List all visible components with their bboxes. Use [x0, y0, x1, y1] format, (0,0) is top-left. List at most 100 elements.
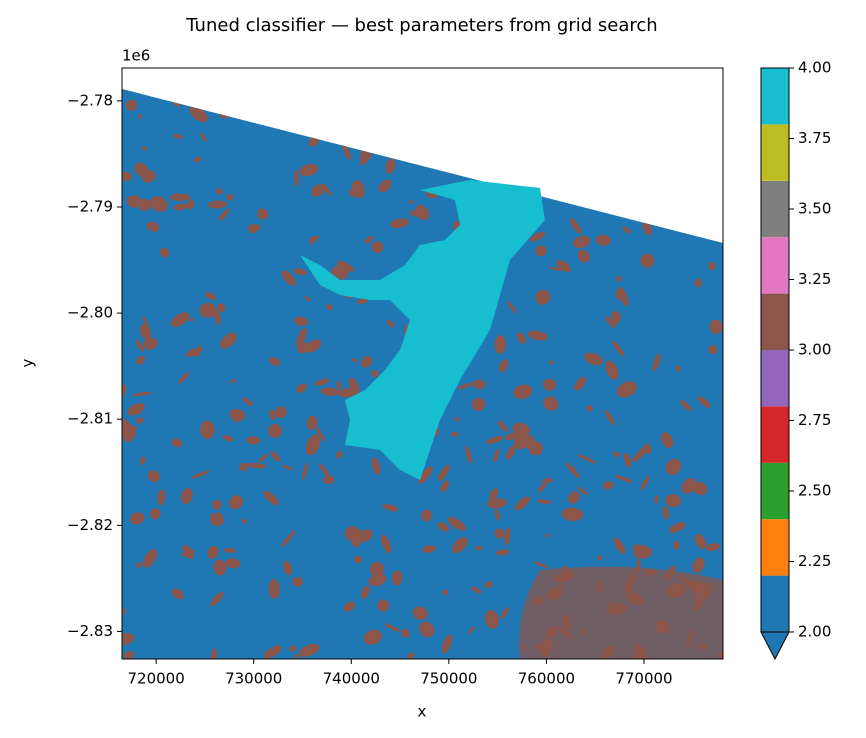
raster-patch [219, 332, 237, 349]
raster-patch [174, 89, 186, 95]
raster-patch [299, 163, 319, 177]
raster-patch [612, 340, 625, 357]
raster-patch [294, 653, 299, 659]
raster-patch [577, 487, 589, 495]
raster-patch [581, 89, 588, 91]
raster-patch [401, 629, 410, 638]
raster-patch [314, 378, 330, 386]
raster-patch [471, 397, 486, 412]
raster-patch [422, 545, 436, 553]
raster-patch [441, 634, 453, 654]
raster-patch [356, 298, 369, 304]
raster-patch [292, 576, 303, 587]
raster-patch [548, 360, 554, 365]
raster-patch [539, 166, 546, 177]
raster-patch [125, 99, 138, 111]
raster-patch [698, 153, 712, 165]
raster-patch [247, 105, 252, 119]
raster-patch [640, 253, 655, 268]
raster-patch [558, 626, 573, 640]
raster-patch [263, 490, 279, 506]
raster-patch [624, 572, 636, 592]
raster-patch [171, 438, 183, 448]
raster-patch [494, 335, 507, 354]
raster-patch [263, 645, 282, 659]
raster-patch [270, 451, 281, 462]
colorbar-tick-label: 3.25 [798, 270, 831, 288]
raster-patch [408, 200, 414, 204]
raster-patch [658, 621, 670, 633]
raster-patch [556, 260, 571, 272]
raster-patch [382, 504, 399, 512]
raster-patch [693, 593, 704, 611]
raster-patch [320, 387, 340, 396]
raster-patch [508, 156, 527, 170]
raster-patch [697, 396, 711, 408]
raster-patch [185, 347, 203, 357]
raster-patch [178, 371, 190, 384]
raster-patch [686, 634, 693, 648]
raster-patch [524, 434, 532, 449]
raster-patch [380, 534, 392, 554]
raster-patch [391, 570, 403, 586]
raster-patch [566, 95, 572, 103]
raster-patch [494, 528, 505, 539]
raster-patch [533, 643, 553, 649]
raster-patch [407, 652, 415, 659]
raster-patch [371, 457, 381, 475]
raster-patch [666, 143, 675, 151]
raster-patch [574, 376, 587, 391]
raster-patch [199, 420, 215, 440]
chart-title: Tuned classifier — best parameters from … [185, 15, 657, 36]
raster-patch [613, 537, 626, 554]
raster-patch [461, 111, 470, 120]
raster-patch [246, 436, 261, 445]
raster-patch [605, 316, 615, 327]
raster-patch [204, 291, 217, 300]
raster-patch [433, 155, 449, 167]
colorbar-tick-label: 2.25 [798, 552, 831, 570]
raster-patch [210, 647, 217, 659]
y-tick-label: −2.82 [67, 516, 113, 534]
raster-patch [533, 598, 544, 606]
raster-patch [625, 89, 640, 100]
raster-patch [475, 545, 483, 551]
x-tick-label: 750000 [420, 670, 477, 688]
x-tick-label: 740000 [323, 670, 380, 688]
x-tick-label: 760000 [518, 670, 575, 688]
raster-patch [573, 235, 591, 249]
raster-patch [191, 470, 210, 479]
raster-patch [675, 365, 682, 372]
raster-patch [512, 422, 530, 436]
raster-patch [304, 296, 311, 302]
raster-patch [576, 109, 592, 116]
raster-patch [665, 494, 682, 508]
raster-patch [181, 487, 193, 505]
raster-patch [621, 113, 633, 124]
raster-patch [294, 169, 299, 187]
raster-patch [199, 132, 208, 142]
raster-patch [225, 558, 241, 569]
raster-patch [684, 98, 690, 107]
raster-patch [615, 288, 624, 300]
raster-patch [495, 549, 510, 556]
raster-patch [129, 512, 145, 525]
raster-patch [247, 223, 257, 233]
raster-patch [363, 629, 382, 645]
raster-patch [538, 481, 547, 493]
raster-patch [138, 113, 142, 120]
raster-patch [268, 357, 281, 366]
raster-patch [673, 540, 680, 550]
raster-patch [378, 179, 392, 193]
raster-patch [545, 533, 550, 538]
raster-patch [505, 432, 520, 441]
colorbar-tick-label: 2.50 [798, 482, 831, 500]
raster-patch [701, 118, 709, 124]
raster-patch [551, 63, 563, 74]
raster-patch [602, 481, 614, 490]
plot-frame [121, 67, 724, 660]
raster-patch [182, 544, 194, 560]
raster-patch [584, 352, 603, 366]
raster-patch [127, 403, 145, 416]
x-tick-label: 770000 [615, 670, 672, 688]
